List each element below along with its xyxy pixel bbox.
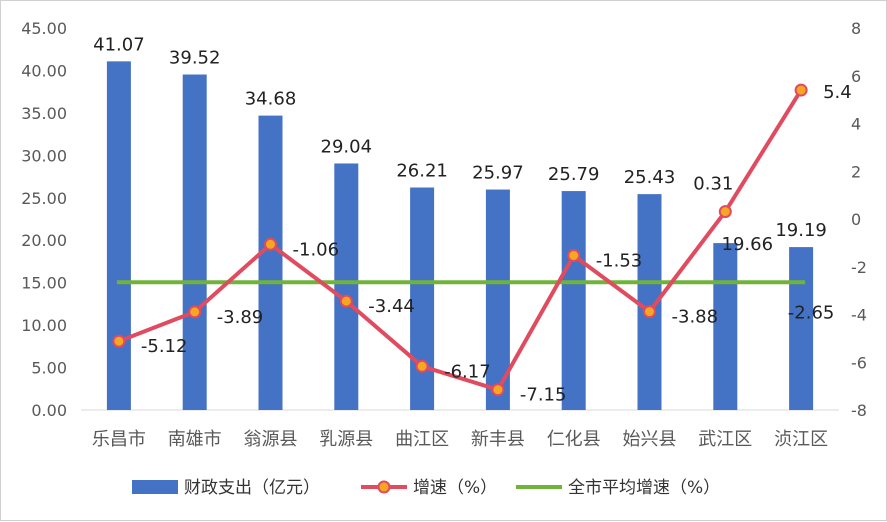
growth-value-label: -1.06: [293, 239, 340, 260]
bar-value-label: 25.79: [548, 164, 600, 185]
y-right-tick-label: -2: [851, 258, 867, 277]
data-labels: 41.07 39.52 34.68 29.04 26.21 25.97 25.79 25.43…: [93, 34, 852, 405]
legend-bar-swatch: [132, 480, 178, 494]
bar: [182, 74, 207, 411]
x-category-label: 翁源县: [244, 429, 298, 450]
growth-point: [188, 305, 202, 319]
y-right-tick-label: -4: [851, 306, 867, 325]
y-left-tick-label: 25.00: [21, 189, 67, 208]
x-category-label: 乐昌市: [92, 429, 146, 450]
legend-bar-label: 财政支出（亿元）: [184, 478, 320, 498]
bar-value-label: 19.66: [722, 234, 774, 255]
legend-growth-label: 增速（%）: [413, 478, 497, 498]
bar-value-label: 34.68: [245, 89, 297, 110]
y-left-tick-label: 10.00: [21, 316, 67, 335]
bar-value-label: 29.04: [321, 136, 373, 157]
bar: [258, 115, 283, 410]
y-left-tick-label: 20.00: [21, 231, 67, 250]
bar: [106, 61, 131, 411]
growth-point: [112, 334, 126, 348]
bar: [789, 247, 814, 410]
growth-value-label: -5.12: [141, 336, 188, 357]
growth-value-label: -7.15: [520, 385, 567, 406]
y-right-tick-label: 6: [851, 67, 861, 86]
growth-point: [491, 383, 505, 397]
growth-point: [567, 249, 581, 263]
y-left-tick-label: 0.00: [31, 401, 67, 420]
y-right-tick-label: 0: [851, 210, 861, 229]
growth-point: [415, 359, 429, 373]
growth-value-label: -6.17: [444, 361, 491, 382]
y-right-tick-label: -6: [851, 353, 867, 372]
bar-value-label: 26.21: [396, 161, 448, 182]
y-right-tick-label: -8: [851, 401, 867, 420]
x-category-label: 乳源县: [319, 429, 373, 450]
y-left-tick-label: 35.00: [21, 104, 67, 123]
bar-series: [106, 61, 814, 411]
growth-point: [339, 294, 353, 308]
y-left-tick-label: 5.00: [31, 359, 67, 378]
growth-point: [794, 83, 808, 97]
y-left-tick-label: 30.00: [21, 146, 67, 165]
growth-point: [643, 305, 656, 319]
growth-point: [718, 205, 732, 219]
bar-value-label: 25.43: [624, 167, 676, 188]
growth-value-label: -3.44: [368, 296, 415, 317]
y-right-tick-label: 2: [851, 162, 861, 181]
bar-value-label: 41.07: [93, 34, 145, 55]
y-left-tick-label: 40.00: [21, 61, 67, 80]
growth-value-label: 5.4: [823, 82, 852, 103]
legend: 财政支出（亿元） 增速（%） 全市平均增速（%）: [132, 478, 720, 498]
growth-point: [264, 237, 277, 251]
bar: [410, 187, 435, 410]
growth-value-label: -1.53: [596, 251, 643, 272]
x-category-label: 南雄市: [168, 429, 222, 450]
y-right-tick-label: 4: [851, 115, 861, 134]
y-left-tick-label: 45.00: [21, 19, 67, 38]
x-category-label: 新丰县: [471, 429, 525, 450]
growth-value-label: 0.31: [693, 174, 733, 195]
growth-value-label: -3.88: [672, 307, 719, 328]
average-value-label: -2.65: [788, 302, 835, 323]
bar-value-label: 25.97: [472, 163, 524, 184]
y-left-tick-label: 15.00: [21, 274, 67, 293]
x-category-label: 仁化县: [547, 429, 601, 450]
bar-value-label: 19.19: [775, 220, 827, 241]
growth-value-label: -3.89: [217, 307, 264, 328]
x-category-label: 浈江区: [774, 429, 828, 450]
growth-line: [118, 89, 803, 392]
axes: 0.005.0010.0015.0020.0025.0030.0035.0040…: [21, 19, 867, 450]
growth-line-series: [112, 83, 808, 397]
x-category-label: 始兴县: [623, 429, 677, 450]
bar: [713, 243, 738, 410]
x-category-label: 武江区: [698, 429, 752, 450]
legend-average-label: 全市平均增速（%）: [568, 478, 720, 498]
y-right-tick-label: 8: [851, 19, 861, 38]
x-category-label: 曲江区: [395, 429, 449, 450]
bar: [561, 191, 586, 410]
bar: [334, 163, 359, 410]
legend-growth-marker: [377, 480, 391, 494]
bar-value-label: 39.52: [169, 48, 221, 69]
